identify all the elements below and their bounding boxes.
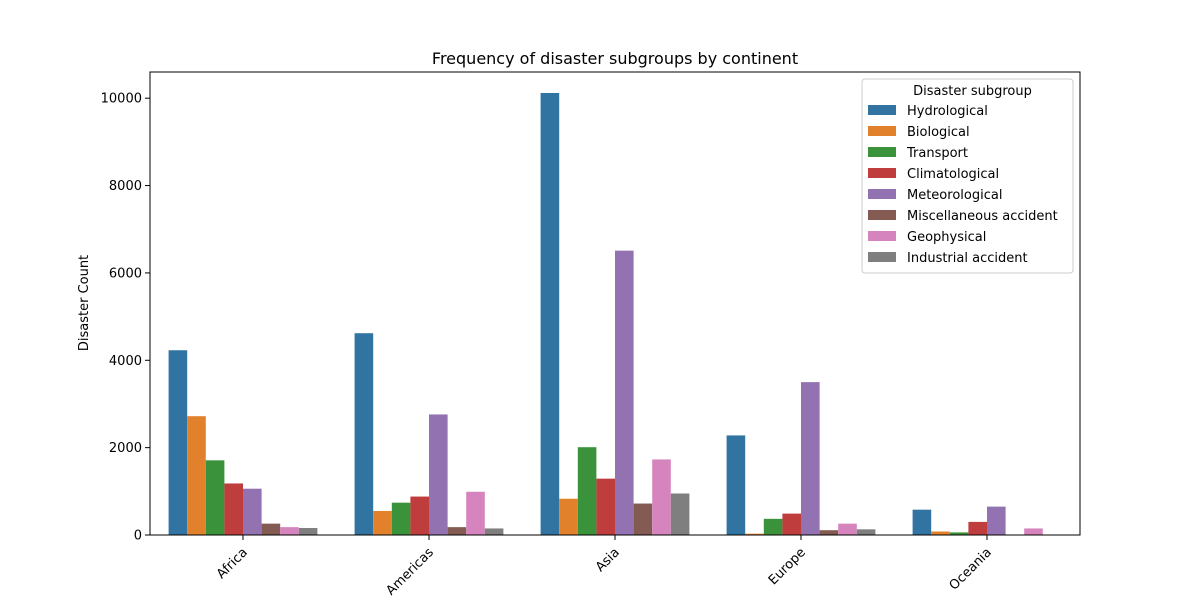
bar-biological-asia [559,498,578,535]
legend-box [861,78,1074,274]
x-tick-label: Europe [766,545,809,588]
legend-swatch [868,168,896,178]
bar-biological-oceania [931,531,950,535]
legend-entry: Hydrological [907,104,988,119]
legend-swatch [868,231,896,241]
bar-industrial-accident-europe [856,529,876,535]
bar-hydrological-americas [354,333,374,535]
legend-swatch [868,126,896,136]
chart-title: Frequency of disaster subgroups by conti… [432,49,798,68]
bar-biological-americas [373,510,392,535]
bar-geophysical-oceania [1024,528,1043,535]
bar-geophysical-americas [466,491,485,535]
bar-climatological-asia [596,478,615,535]
y-tick-label: 10000 [101,92,142,107]
y-tick-label: 4000 [109,354,142,369]
bar-miscellaneous-accident-americas [447,527,467,535]
bars-group [168,92,1043,535]
bar-miscellaneous-accident-europe [819,530,839,535]
bar-hydrological-africa [168,350,188,535]
bar-transport-asia [577,447,597,535]
bar-meteorological-europe [801,382,820,535]
bar-geophysical-europe [838,523,857,535]
legend-swatch [868,147,896,157]
bar-meteorological-africa [243,488,262,535]
x-tick-label: Asia [593,545,623,575]
bar-industrial-accident-americas [484,528,504,535]
bar-hydrological-asia [540,92,560,535]
bar-transport-africa [205,460,225,535]
legend-entry: Biological [907,125,970,140]
x-tick-label: Americas [384,545,437,598]
bar-meteorological-americas [429,414,448,535]
legend-swatch [868,252,896,262]
x-tick-label: Africa [214,545,251,582]
x-tick-label: Oceania [947,545,995,593]
bar-geophysical-asia [652,459,671,535]
y-tick-label: 8000 [109,179,142,194]
bar-transport-oceania [949,532,969,535]
bar-climatological-africa [224,483,243,535]
bar-hydrological-oceania [912,509,932,535]
y-axis-label: Disaster Count [77,255,92,351]
legend-swatch [868,105,896,115]
y-tick-label: 6000 [109,266,142,281]
bar-hydrological-europe [726,435,746,535]
y-tick-label: 0 [134,529,142,544]
legend-entry: Meteorological [907,188,1002,203]
bar-geophysical-africa [280,527,299,535]
bar-climatological-americas [410,496,429,535]
bar-industrial-accident-asia [670,493,690,535]
bar-miscellaneous-accident-africa [261,523,281,535]
legend-entry: Transport [906,146,968,161]
bar-biological-africa [187,416,206,535]
bar-climatological-europe [782,513,801,535]
y-tick-label: 2000 [109,441,142,456]
legend-title: Disaster subgroup [913,84,1032,99]
legend: Disaster subgroup Hydrological Biological T… [861,78,1074,274]
bar-biological-europe [745,533,764,535]
bar-transport-europe [763,518,783,535]
bar-meteorological-asia [615,250,634,535]
legend-entry: Climatological [907,167,999,182]
legend-swatch [868,189,896,199]
legend-entry: Geophysical [907,230,986,245]
legend-entry: Industrial accident [907,251,1028,266]
legend-swatch [868,210,896,220]
legend-entry: Miscellaneous accident [907,209,1058,224]
bar-climatological-oceania [968,521,987,535]
bar-industrial-accident-africa [298,528,318,535]
bar-miscellaneous-accident-asia [633,503,653,535]
bar-meteorological-oceania [987,506,1006,535]
bar-transport-americas [391,502,411,535]
